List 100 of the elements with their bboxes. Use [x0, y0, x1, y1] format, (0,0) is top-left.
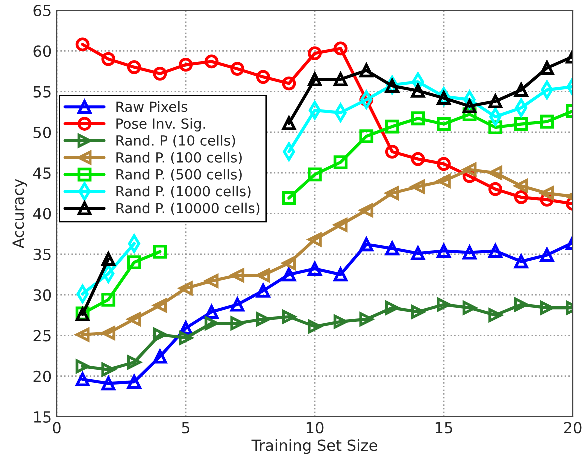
point: [179, 282, 193, 296]
point: [153, 245, 168, 259]
y-tick-label: 65: [34, 4, 51, 17]
point: [204, 316, 219, 330]
point: [102, 292, 116, 307]
point: [411, 246, 426, 261]
point: [179, 331, 193, 346]
x-tick-label: 5: [182, 422, 190, 434]
point: [334, 268, 348, 282]
point: [76, 38, 90, 52]
point: [385, 242, 400, 256]
x-tick-label: 15: [436, 422, 452, 434]
point: [127, 375, 142, 389]
y-tick-label: 20: [34, 370, 52, 382]
x-tick-label: 10: [306, 422, 324, 434]
point: [437, 117, 451, 132]
point: [514, 254, 528, 269]
point: [282, 268, 296, 282]
point: [153, 350, 168, 364]
point: [308, 168, 322, 182]
point: [76, 328, 90, 342]
point: [102, 52, 116, 66]
y-tick-label: 45: [33, 168, 51, 180]
point: [76, 360, 90, 374]
point: [360, 64, 374, 78]
point: [308, 232, 322, 247]
point: [411, 180, 426, 194]
point: [411, 112, 426, 126]
legend-label: Rand P. (100 cells): [116, 152, 242, 165]
point: [411, 84, 426, 98]
point: [282, 191, 296, 206]
point: [360, 204, 374, 218]
y-tick-label: 60: [34, 46, 52, 58]
point: [437, 157, 451, 172]
point: [488, 308, 503, 322]
legend-label: Rand P. (1000 cells): [116, 186, 251, 198]
point: [204, 54, 219, 69]
point: [514, 117, 528, 132]
point: [127, 256, 142, 270]
y-tick-label: 55: [34, 86, 51, 98]
point: [282, 256, 296, 270]
point: [230, 316, 245, 330]
point: [437, 298, 451, 312]
point: [334, 218, 348, 232]
point: [462, 99, 477, 114]
point: [488, 182, 503, 196]
point: [360, 312, 374, 326]
point: [462, 301, 477, 316]
point: [308, 262, 322, 276]
point: [488, 244, 503, 258]
point: [179, 58, 193, 72]
point: [540, 186, 554, 200]
point: [334, 42, 348, 56]
point: [230, 62, 245, 76]
point: [308, 320, 322, 334]
point: [385, 186, 400, 200]
y-tick-label: 35: [34, 248, 51, 260]
point: [360, 238, 374, 252]
point: [385, 79, 400, 94]
point: [102, 362, 116, 377]
point: [514, 179, 528, 194]
legend-label: Rand. P (10 cells): [116, 135, 236, 148]
point: [385, 145, 400, 159]
point: [102, 252, 116, 266]
point: [540, 301, 554, 316]
point: [360, 130, 374, 144]
point: [282, 76, 296, 91]
point: [282, 310, 296, 324]
point: [127, 356, 142, 370]
point: [153, 298, 168, 313]
point: [102, 326, 116, 340]
point: [488, 166, 503, 180]
x-tick-label: 20: [564, 422, 582, 434]
y-tick-label: 40: [33, 208, 52, 220]
point: [437, 174, 451, 188]
point: [153, 328, 168, 342]
point: [437, 91, 451, 106]
point: [230, 268, 245, 282]
point: [308, 46, 322, 61]
point: [411, 305, 426, 320]
point: [385, 120, 400, 134]
point: [462, 246, 477, 260]
point: [256, 70, 270, 84]
point: [437, 244, 451, 258]
x-axis-title: Training Set Size: [252, 439, 378, 454]
y-tick-label: 15: [34, 412, 51, 424]
point: [514, 298, 528, 312]
point: [102, 376, 116, 391]
point: [514, 190, 528, 204]
point: [514, 83, 528, 98]
point: [282, 116, 296, 130]
point: [256, 284, 270, 298]
point: [411, 152, 426, 166]
legend-label: Pose Inv. Sig.: [116, 118, 206, 132]
point: [256, 312, 270, 326]
point: [385, 301, 400, 316]
point: [462, 162, 477, 177]
point: [540, 61, 554, 76]
point: [308, 72, 322, 87]
point: [256, 268, 270, 282]
